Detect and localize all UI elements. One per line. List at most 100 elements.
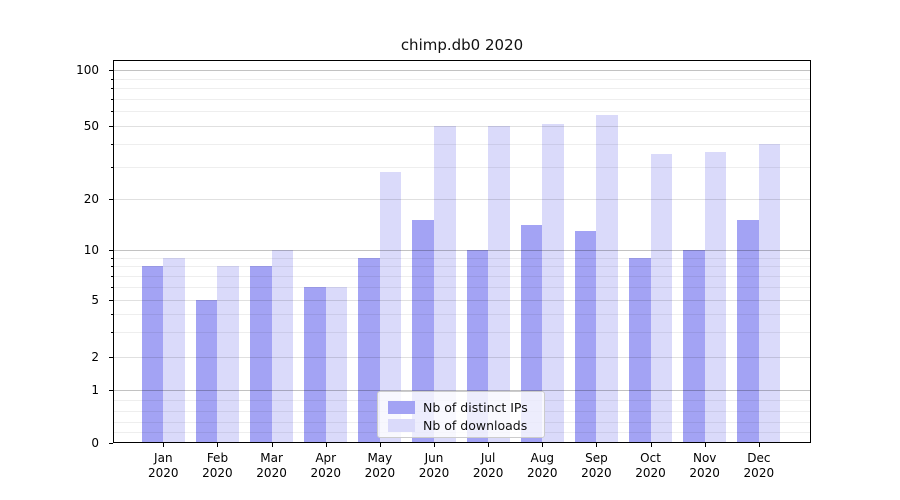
y-minortick-80	[110, 88, 113, 90]
y-tick-50	[109, 126, 113, 127]
bar-distinct-ips-sep	[574, 230, 597, 443]
year-label: 2020	[310, 466, 341, 480]
x-tick-label-nov: Nov 2020	[677, 451, 733, 481]
gridline-1	[113, 389, 811, 391]
bar-downloads-feb	[217, 266, 240, 443]
year-label: 2020	[418, 466, 450, 480]
month-label: Aug	[530, 451, 554, 465]
gridline-minor-7	[113, 275, 811, 277]
month-label: Jun	[424, 451, 444, 465]
bar-downloads-jun	[434, 126, 456, 443]
x-tick-label-feb: Feb 2020	[189, 451, 245, 481]
gridline-5	[113, 300, 811, 301]
x-tick-label-may: May 2020	[352, 451, 408, 481]
x-tick-label-dec: Dec 2020	[731, 451, 787, 481]
x-tick-label-apr: Apr 2020	[298, 451, 354, 481]
year-label: 2020	[743, 466, 775, 480]
bar-downloads-apr	[325, 286, 348, 443]
y-tick-5	[109, 300, 113, 301]
x-tick-may	[379, 443, 381, 447]
month-label: Dec	[747, 451, 771, 465]
month-label: Nov	[692, 451, 717, 465]
y-tick-label-20: 20	[83, 192, 99, 206]
bar-distinct-ips-dec	[737, 220, 759, 443]
gridline-20	[113, 199, 811, 200]
gridline-100	[113, 70, 811, 71]
x-tick-label-jun: Jun 2020	[406, 451, 462, 481]
x-tick-apr	[325, 443, 327, 447]
y-tick-10	[109, 250, 113, 251]
bar-distinct-ips-jan	[141, 266, 164, 443]
bar-distinct-ips-nov	[683, 250, 705, 443]
x-tick-label-oct: Oct 2020	[623, 451, 679, 481]
y-tick-label-0: 0	[91, 436, 99, 450]
bar-downloads-dec	[758, 143, 781, 443]
y-tick-label-50: 50	[83, 119, 99, 133]
x-tick-label-mar: Mar 2020	[244, 451, 300, 481]
y-tick-label-1: 1	[91, 382, 99, 397]
y-minortick-6	[110, 286, 113, 288]
bar-distinct-ips-oct	[628, 257, 651, 443]
legend-label-downloads: Nb of downloads	[423, 417, 528, 433]
legend-swatch-distinct-ips	[388, 400, 415, 414]
gridline-minor-60	[113, 111, 811, 113]
y-tick-1	[109, 389, 113, 391]
x-tick-jul	[488, 443, 490, 447]
y-minortick-90	[110, 78, 113, 80]
gridline-minor-40	[113, 143, 811, 145]
y-tick-label-100: 100	[76, 63, 99, 77]
bar-downloads-jul	[488, 126, 510, 443]
gridline-minor-80	[113, 88, 811, 90]
x-tick-dec	[758, 443, 760, 447]
bar-distinct-ips-apr	[304, 286, 326, 443]
year-label: 2020	[202, 466, 233, 480]
x-tick-label-jan: Jan 2020	[135, 451, 191, 481]
y-tick-label-2: 2	[91, 350, 99, 364]
x-tick-feb	[217, 443, 219, 447]
legend-entry-distinct-ips: Nb of distinct IPs	[388, 398, 536, 416]
y-tick-0	[109, 443, 113, 444]
y-tick-20	[109, 199, 113, 200]
y-minortick-60	[110, 111, 113, 113]
y-minortick-7	[110, 275, 113, 277]
x-tick-sep	[596, 443, 598, 447]
gridline-minor-3	[113, 331, 811, 333]
year-label: 2020	[581, 466, 612, 480]
x-tick-label-sep: Sep 2020	[568, 451, 624, 481]
month-label: Sep	[585, 451, 608, 465]
year-label: 2020	[526, 466, 558, 480]
year-label: 2020	[472, 466, 504, 480]
x-tick-oct	[650, 443, 652, 447]
y-minortick-9	[110, 257, 113, 259]
gridline-minor-6	[113, 286, 811, 288]
gridline-minor-8	[113, 266, 811, 268]
y-minortick-70	[110, 98, 113, 100]
month-label: Jan	[154, 451, 173, 465]
chart-title: chimp.db0 2020	[400, 36, 524, 54]
y-minortick-3	[110, 331, 113, 333]
month-label: Mar	[260, 451, 283, 465]
x-tick-jun	[434, 443, 435, 447]
bar-downloads-aug	[542, 124, 564, 443]
month-label: Feb	[206, 451, 229, 465]
legend-entry-downloads: Nb of downloads	[388, 416, 536, 434]
y-minortick-4	[110, 313, 113, 315]
bar-distinct-ips-feb	[195, 300, 218, 443]
gridline-minor-9	[113, 257, 811, 259]
gridline-10	[113, 250, 811, 251]
bar-downloads-mar	[271, 250, 294, 443]
year-label: 2020	[256, 466, 287, 480]
x-tick-nov	[704, 443, 706, 447]
x-tick-label-jul: Jul 2020	[460, 451, 516, 481]
bar-downloads-oct	[650, 154, 673, 443]
month-label: Jul	[480, 451, 496, 465]
year-label: 2020	[364, 466, 396, 480]
bar-distinct-ips-mar	[249, 266, 272, 443]
x-tick-jan	[163, 443, 165, 447]
x-tick-mar	[271, 443, 273, 447]
gridline-2	[113, 357, 811, 358]
gridline-minor-4	[113, 313, 811, 315]
gridline-50	[113, 126, 811, 127]
x-tick-label-aug: Aug 2020	[514, 451, 570, 481]
bar-distinct-ips-aug	[520, 225, 543, 443]
